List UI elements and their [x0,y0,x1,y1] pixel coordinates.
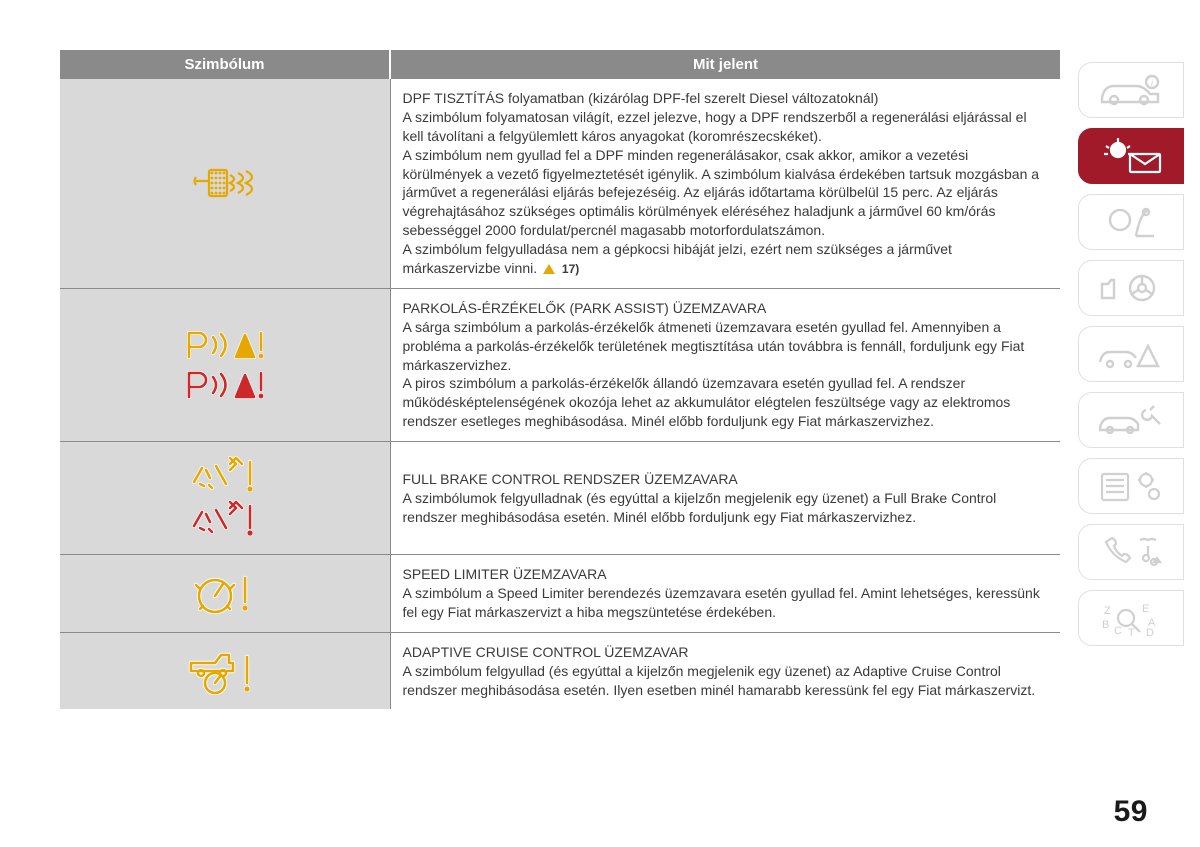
svg-text:D: D [1146,627,1154,638]
row-title: FULL BRAKE CONTROL RENDSZER ÜZEMZAVARA [403,471,738,487]
row-body: A szimbólumok felgyulladnak (és egyúttal… [403,490,997,525]
table-row: PARKOLÁS-ÉRZÉKELŐK (PARK ASSIST) ÜZEMZAV… [60,288,1060,441]
reference-number: 17) [562,262,579,276]
symbol-cell-dpf [60,79,390,288]
tab-safety[interactable] [1078,194,1184,250]
symbol-cell-acc [60,632,390,709]
car-info-icon: i [1096,70,1166,110]
col-header-symbol: Szimbólum [60,50,390,79]
row-title: SPEED LIMITER ÜZEMZAVARA [403,566,607,582]
svg-text:Z: Z [1104,605,1111,617]
table-row: DPF TISZTÍTÁS folyamatban (kizárólag DPF… [60,79,1060,288]
table-row: SPEED LIMITER ÜZEMZAVARA A szimbólum a S… [60,555,1060,633]
tab-vehicle-info[interactable]: i [1078,62,1184,118]
warning-triangle-icon [543,264,555,274]
meaning-cell: DPF TISZTÍTÁS folyamatban (kizárólag DPF… [390,79,1060,288]
symbol-cell-fbc [60,442,390,555]
speed-limiter-icon [189,570,261,616]
svg-text:B: B [1102,619,1109,631]
car-wrench-icon [1096,400,1166,440]
symbol-meaning-table: Szimbólum Mit jelent [60,50,1060,709]
section-tabs: i ZE BA CTD [1078,62,1184,646]
svg-text:E: E [1142,603,1149,615]
tab-maintenance[interactable] [1078,392,1184,448]
svg-text:T: T [1128,627,1135,638]
key-wheel-icon [1096,268,1166,308]
meaning-cell: SPEED LIMITER ÜZEMZAVARA A szimbólum a S… [390,555,1060,633]
svg-text:i: i [1151,78,1154,88]
table-row: ADAPTIVE CRUISE CONTROL ÜZEMZAVAR A szim… [60,632,1060,709]
tab-warning-lights[interactable] [1078,128,1184,184]
tab-technical-data[interactable] [1078,458,1184,514]
full-brake-control-red-icon [186,500,264,540]
tab-emergency[interactable] [1078,326,1184,382]
dpf-cleaning-icon [190,161,260,205]
park-assist-red-icon [181,367,269,403]
park-assist-amber-icon [181,327,269,363]
symbol-cell-park-assist [60,288,390,441]
tab-starting-driving[interactable] [1078,260,1184,316]
meaning-cell: ADAPTIVE CRUISE CONTROL ÜZEMZAVAR A szim… [390,632,1060,709]
row-body: A szimbólum a Speed Limiter berendezés ü… [403,585,1040,620]
row-title: PARKOLÁS-ÉRZÉKELŐK (PARK ASSIST) ÜZEMZAV… [403,300,767,316]
page-number: 59 [1114,795,1148,829]
car-triangle-icon [1096,334,1166,374]
adaptive-cruise-control-icon [185,647,265,695]
col-header-meaning: Mit jelent [390,50,1060,79]
full-brake-control-amber-icon [186,456,264,496]
phone-music-gps-icon [1096,532,1166,572]
tab-index[interactable]: ZE BA CTD [1078,590,1184,646]
symbol-cell-speed-limiter [60,555,390,633]
bulb-envelope-icon [1096,136,1166,176]
table-row: FULL BRAKE CONTROL RENDSZER ÜZEMZAVARA A… [60,442,1060,555]
meaning-cell: PARKOLÁS-ÉRZÉKELŐK (PARK ASSIST) ÜZEMZAV… [390,288,1060,441]
airbag-seat-icon [1096,202,1166,242]
tab-multimedia[interactable] [1078,524,1184,580]
manual-page: Szimbólum Mit jelent [0,0,1200,847]
row-title: ADAPTIVE CRUISE CONTROL ÜZEMZAVAR [403,644,689,660]
svg-text:C: C [1114,625,1122,637]
row-title: DPF TISZTÍTÁS folyamatban (kizárólag DPF… [403,90,879,106]
row-body: A szimbólum felgyullad (és egyúttal a ki… [403,663,1036,698]
index-letters-icon: ZE BA CTD [1096,598,1166,638]
row-body: A szimbólum folyamatosan világít, ezzel … [403,109,1040,276]
meaning-cell: FULL BRAKE CONTROL RENDSZER ÜZEMZAVARA A… [390,442,1060,555]
symbol-meaning-table-wrap: Szimbólum Mit jelent [60,50,1060,709]
row-body: A sárga szimbólum a parkolás-érzékelők á… [403,319,1025,429]
list-gears-icon [1096,466,1166,506]
